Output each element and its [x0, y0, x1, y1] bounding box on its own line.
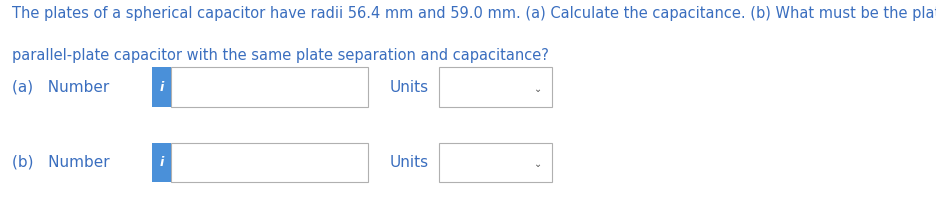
Text: (b)   Number: (b) Number: [12, 155, 110, 170]
Text: Units: Units: [389, 80, 429, 95]
Text: Units: Units: [389, 155, 429, 170]
FancyBboxPatch shape: [439, 143, 551, 182]
FancyBboxPatch shape: [439, 67, 551, 107]
FancyBboxPatch shape: [171, 143, 368, 182]
Text: i: i: [159, 156, 164, 169]
Text: ⌄: ⌄: [534, 159, 541, 169]
Text: i: i: [159, 81, 164, 94]
FancyBboxPatch shape: [152, 67, 171, 107]
Text: (a)   Number: (a) Number: [12, 80, 110, 95]
Text: ⌄: ⌄: [534, 84, 541, 94]
FancyBboxPatch shape: [152, 143, 171, 182]
Text: parallel-plate capacitor with the same plate separation and capacitance?: parallel-plate capacitor with the same p…: [12, 48, 548, 63]
Text: The plates of a spherical capacitor have radii 56.4 mm and 59.0 mm. (a) Calculat: The plates of a spherical capacitor have…: [12, 6, 936, 21]
FancyBboxPatch shape: [171, 67, 368, 107]
